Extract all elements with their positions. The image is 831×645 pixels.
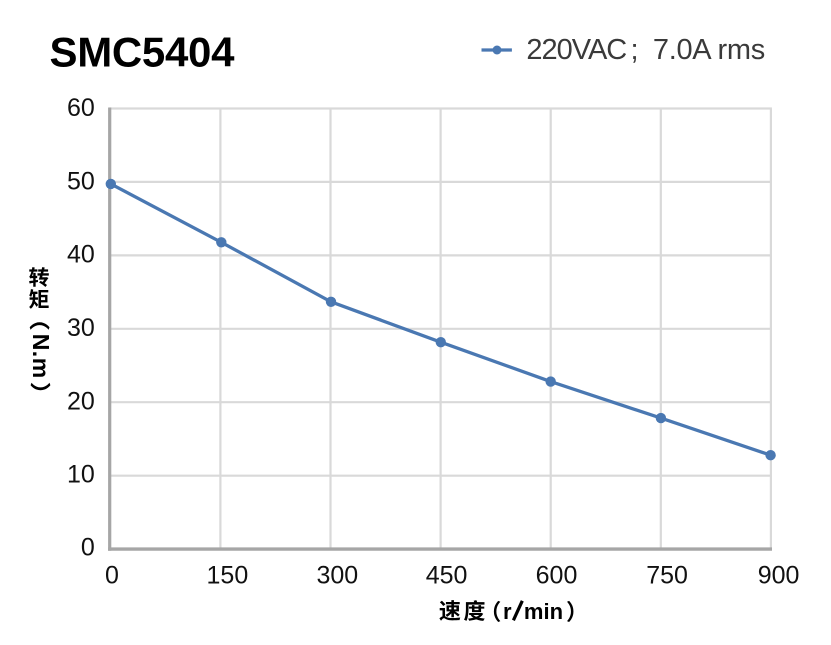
- svg-text:40: 40: [67, 241, 95, 269]
- svg-text:10: 10: [67, 461, 95, 489]
- svg-text:r: r: [503, 599, 512, 624]
- svg-text:;: ;: [631, 34, 639, 66]
- svg-text:450: 450: [426, 561, 468, 589]
- svg-text:0: 0: [105, 561, 119, 589]
- svg-text:600: 600: [536, 561, 578, 589]
- svg-text:min: min: [524, 599, 563, 624]
- svg-text:SMC5404: SMC5404: [50, 28, 236, 75]
- svg-text:220VAC: 220VAC: [526, 34, 626, 66]
- svg-text:60: 60: [67, 94, 95, 122]
- svg-text:20: 20: [67, 387, 95, 415]
- svg-text:7.0A rms: 7.0A rms: [653, 34, 765, 66]
- svg-text:30: 30: [67, 314, 95, 342]
- svg-text:150: 150: [207, 561, 249, 589]
- svg-text:50: 50: [67, 167, 95, 195]
- svg-text:900: 900: [758, 561, 800, 589]
- svg-text:0: 0: [81, 534, 95, 562]
- svg-text:N.m: N.m: [28, 334, 54, 379]
- svg-text:750: 750: [646, 561, 688, 589]
- svg-text:300: 300: [316, 561, 358, 589]
